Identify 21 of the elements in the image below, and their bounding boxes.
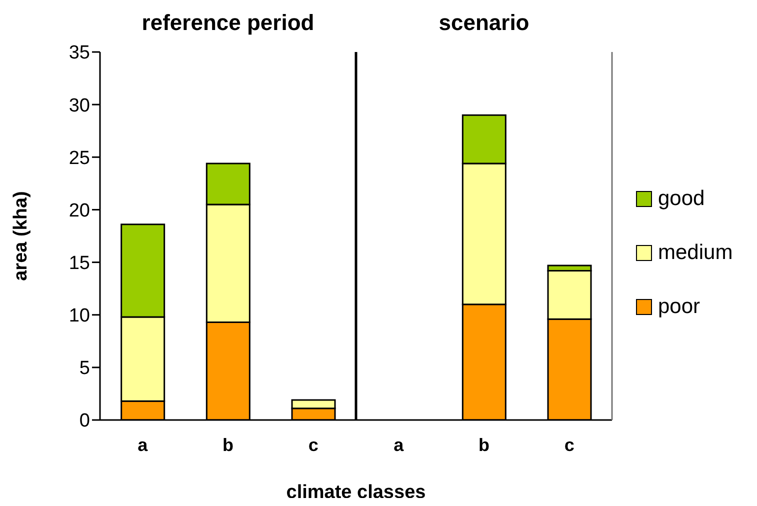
x-tick-label: c	[308, 434, 318, 455]
x-tick-label: a	[394, 434, 405, 455]
legend-label: medium	[658, 241, 733, 265]
x-tick-label: b	[222, 434, 234, 455]
y-axis-title: area (kha)	[10, 191, 32, 281]
legend-label: poor	[658, 295, 700, 319]
y-tick-label: 15	[68, 253, 90, 274]
x-tick-label: b	[478, 434, 490, 455]
text: scenario	[438, 10, 530, 36]
y-tick-label: 20	[68, 200, 90, 222]
y-tick-label: 0	[79, 410, 90, 432]
y-tick-label: 5	[79, 358, 90, 380]
y-tick-label: 35	[68, 42, 90, 64]
y-tick-label: 30	[68, 95, 90, 116]
legend-label: good	[658, 187, 705, 211]
y-tick-label: 25	[68, 148, 90, 169]
text: reference period	[140, 10, 316, 36]
x-tick-label: a	[138, 434, 149, 455]
x-tick-label: c	[564, 434, 574, 455]
y-tick-label: 10	[68, 306, 90, 327]
x-axis-title: climate classes	[286, 482, 426, 503]
